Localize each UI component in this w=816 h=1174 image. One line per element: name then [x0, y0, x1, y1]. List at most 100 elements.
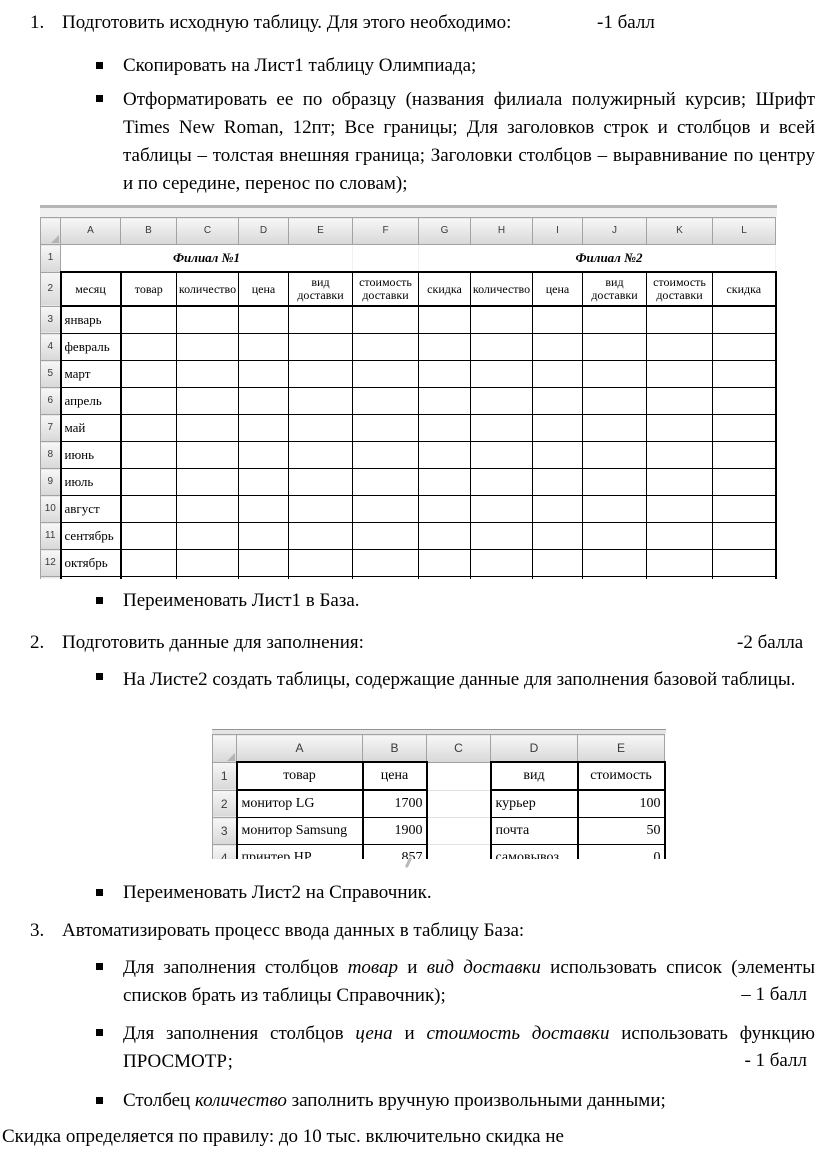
cell — [582, 387, 647, 415]
row-header: 12 — [40, 549, 61, 577]
cell — [288, 387, 353, 415]
cell — [288, 441, 353, 469]
cell — [176, 549, 239, 577]
cell — [646, 360, 713, 388]
cell — [176, 468, 239, 496]
cell — [470, 414, 533, 442]
col-header: I — [532, 217, 583, 245]
cell — [712, 495, 777, 523]
cell — [120, 576, 177, 579]
text-run: Для заполнения столбцов — [123, 1023, 356, 1044]
bullet-text: Отформатировать ее по образцу (названия … — [123, 89, 815, 194]
row-header: 1 — [212, 761, 237, 791]
cell — [238, 468, 289, 496]
goods-header: цена — [362, 761, 428, 791]
cell — [532, 468, 583, 496]
cell — [176, 387, 239, 415]
cell — [238, 522, 289, 550]
select-all-corner — [40, 217, 61, 245]
ref-data-row: 4 принтер HP 857 самовывоз 0 — [212, 844, 666, 859]
cell — [120, 522, 177, 550]
cell — [426, 761, 491, 791]
month-cell: сентябрь — [59, 522, 122, 550]
cell — [582, 414, 647, 442]
cell — [532, 333, 583, 361]
cell — [646, 576, 713, 579]
header-cell: количество — [470, 271, 533, 307]
spreadsheet-grid: A B C D E 1 товар цена вид стоимость 2 м… — [212, 734, 666, 859]
italic-term: товар — [347, 957, 399, 978]
cell — [646, 387, 713, 415]
cell — [238, 360, 289, 388]
bullet-square-icon — [96, 62, 103, 69]
header-cell: вид доставки — [288, 271, 353, 307]
header-cell: месяц — [59, 271, 122, 307]
cell — [120, 495, 177, 523]
row-header: 1 — [40, 244, 61, 273]
cell — [352, 495, 419, 523]
select-all-corner — [212, 734, 237, 763]
delivery-header: стоимость — [577, 761, 666, 791]
col-header: E — [577, 734, 665, 763]
cell — [120, 441, 177, 469]
row-header: 9 — [40, 468, 61, 496]
col-header: D — [490, 734, 578, 763]
col-header: D — [238, 217, 289, 245]
cell — [418, 522, 471, 550]
cell — [646, 441, 713, 469]
cell — [352, 360, 419, 388]
row-header: 8 — [40, 441, 61, 469]
bullet-item-use-lists: Для заполнения столбцов товар и вид дост… — [96, 954, 816, 1010]
goods-price: 857 — [362, 844, 428, 859]
bullet-square-icon — [96, 597, 103, 604]
month-row: 6 апрель — [40, 387, 777, 415]
select-all-triangle-icon — [227, 752, 235, 761]
footer-text: Скидка определяется по правилу: до 10 ты… — [2, 1126, 564, 1147]
cell — [582, 360, 647, 388]
cell — [238, 387, 289, 415]
score-label: - 1 балл — [744, 1050, 807, 1071]
bullet-item-quantity-manual: Столбец количество заполнить вручную про… — [96, 1088, 815, 1114]
cell — [418, 468, 471, 496]
col-header: B — [120, 217, 177, 245]
cell — [470, 495, 533, 523]
month-cell: февраль — [59, 333, 122, 361]
text-run: и — [392, 1023, 427, 1044]
column-header-row: A B C D E F G H I J K L — [40, 217, 776, 245]
bullet-item-rename2: Переименовать Лист2 на Справочник. — [96, 880, 815, 906]
month-row: 4 февраль — [40, 333, 777, 361]
text-run: использовать список (элементы списков бр… — [123, 957, 816, 1006]
bullet-text: Переименовать Лист2 на Справочник. — [123, 882, 432, 903]
col-header: A — [60, 217, 121, 245]
column-header-row: A B C D E — [212, 734, 665, 763]
cell — [582, 305, 647, 334]
cell — [176, 441, 239, 469]
cell — [176, 576, 239, 579]
cell — [426, 844, 491, 859]
cell — [582, 549, 647, 577]
cell — [582, 522, 647, 550]
cell — [426, 817, 491, 845]
cell — [712, 387, 777, 415]
goods-price: 1900 — [362, 817, 428, 845]
select-all-triangle-icon — [51, 235, 59, 243]
row-header: 5 — [40, 360, 61, 388]
bullet-text: Переименовать Лист1 в База. — [123, 590, 360, 611]
month-row: 5 март — [40, 360, 777, 388]
col-header: G — [418, 217, 471, 245]
cell — [646, 468, 713, 496]
ref-header-row: 1 товар цена вид стоимость — [212, 761, 666, 791]
text-run: Для заполнения столбцов — [123, 957, 348, 978]
cell — [120, 360, 177, 388]
cell — [352, 576, 419, 579]
italic-term: стоимость доставки — [426, 1023, 610, 1044]
italic-term: вид доставки — [426, 957, 541, 978]
row-header: 6 — [40, 387, 61, 415]
cell — [418, 576, 471, 579]
cell — [238, 549, 289, 577]
bullet-square-icon — [96, 1097, 103, 1104]
item-text: Подготовить данные для заполнения: — [62, 632, 364, 653]
branch2-title-cell: Филиал №2 — [418, 244, 776, 273]
header-cell: скидка — [712, 271, 777, 307]
